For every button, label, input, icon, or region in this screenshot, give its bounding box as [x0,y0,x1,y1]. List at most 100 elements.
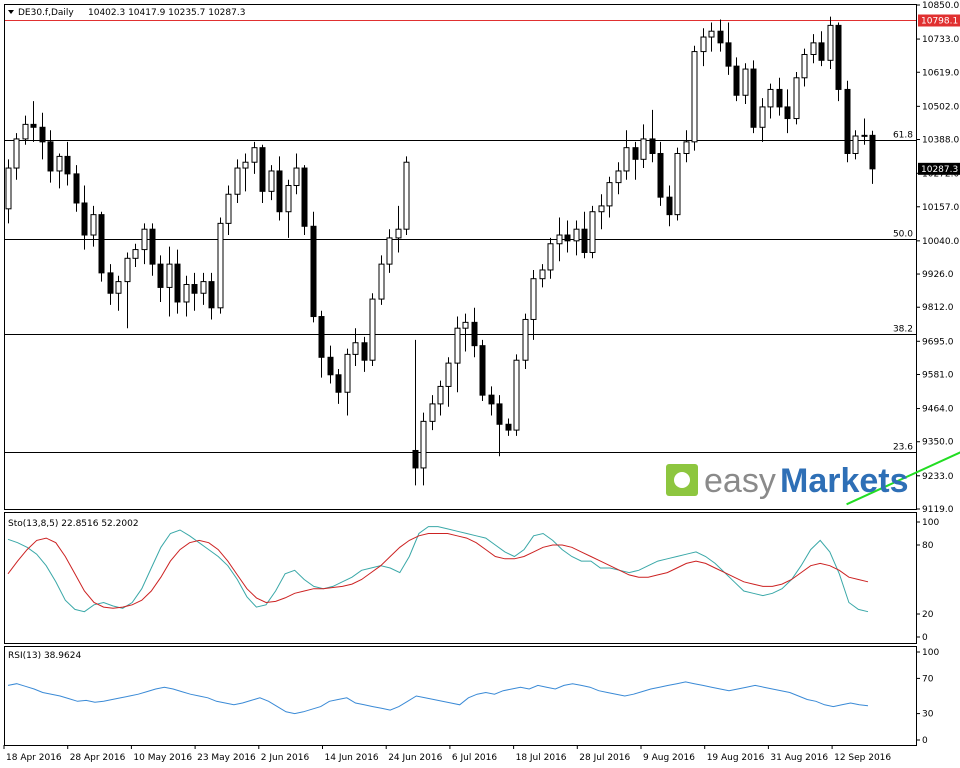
candle[interactable] [217,217,224,314]
candle[interactable] [589,205,596,259]
candle[interactable] [403,156,410,236]
candle[interactable] [869,130,876,184]
candle[interactable] [513,354,520,436]
candle[interactable] [835,22,842,102]
candle[interactable] [657,141,664,206]
candle[interactable] [844,80,851,163]
candle[interactable] [445,357,452,407]
candle[interactable] [530,269,537,340]
candle[interactable] [174,249,181,314]
candle[interactable] [327,345,334,384]
candle[interactable] [454,316,461,393]
candle[interactable] [251,141,258,174]
candle[interactable] [556,217,563,262]
candle[interactable] [352,328,359,367]
candle[interactable] [115,275,122,311]
candle[interactable] [810,34,817,64]
candle[interactable] [39,112,46,160]
candle[interactable] [793,71,800,125]
candle[interactable] [522,313,529,369]
candle[interactable] [547,237,554,279]
candle[interactable] [301,165,308,236]
candle[interactable] [395,205,402,253]
candle[interactable] [285,179,292,238]
candle[interactable] [30,101,37,142]
candle[interactable] [573,220,580,256]
candle[interactable] [191,272,198,311]
candle[interactable] [437,380,444,416]
candle[interactable] [767,83,774,119]
candle[interactable] [81,185,88,250]
candle[interactable] [183,275,190,317]
candle[interactable] [598,194,605,230]
candle[interactable] [505,418,512,436]
candle[interactable] [310,211,317,323]
candle[interactable] [386,229,393,273]
candle[interactable] [784,89,791,134]
trendline[interactable] [846,5,960,506]
candle[interactable] [861,118,868,145]
candle[interactable] [234,159,241,203]
candle[interactable] [378,255,385,305]
candle[interactable] [750,60,757,134]
candle[interactable] [708,22,715,52]
candle[interactable] [259,144,266,203]
candle[interactable] [852,130,859,160]
candle[interactable] [157,255,164,302]
candle[interactable] [166,246,173,317]
candle[interactable] [56,153,63,189]
candle[interactable] [691,45,698,151]
candle[interactable] [141,223,148,265]
candle[interactable] [132,243,139,268]
candle[interactable] [776,77,783,116]
candle[interactable] [242,153,249,192]
candle[interactable] [64,141,71,186]
candle[interactable] [640,124,647,169]
candle[interactable] [801,48,808,87]
candle[interactable] [725,22,732,75]
candle[interactable] [344,348,351,416]
support-trendline[interactable] [846,5,960,506]
candle[interactable] [293,153,300,195]
candle[interactable] [700,28,707,67]
candle[interactable] [666,185,673,227]
candle[interactable] [471,307,478,358]
candle[interactable] [107,264,114,305]
candle[interactable] [429,395,436,431]
candle[interactable] [98,211,105,282]
candle[interactable] [268,165,275,201]
candle[interactable] [412,339,419,486]
candle[interactable] [276,156,283,221]
candle[interactable] [564,220,571,253]
candle[interactable] [733,57,740,102]
candle[interactable] [47,130,54,183]
candle[interactable] [225,185,232,236]
candle[interactable] [539,264,546,288]
candle[interactable] [496,395,503,457]
candle[interactable] [479,339,486,401]
candle[interactable] [649,109,656,163]
candle[interactable] [615,162,622,195]
symbol-menu-icon[interactable] [8,10,14,14]
candle[interactable] [13,133,20,180]
candle[interactable] [369,293,376,367]
candle[interactable] [200,272,207,305]
candle[interactable] [149,223,156,276]
candle[interactable] [124,252,131,329]
candle[interactable] [5,159,12,224]
candle[interactable] [318,310,325,378]
candle[interactable] [683,130,690,163]
candle[interactable] [22,115,29,145]
candle[interactable] [488,386,495,416]
candle[interactable] [335,368,342,404]
candle[interactable] [420,412,427,486]
candle[interactable] [581,211,588,259]
candle[interactable] [717,19,724,52]
candle[interactable] [623,130,630,180]
candle[interactable] [208,272,215,320]
candle[interactable] [73,165,80,212]
candle[interactable] [674,147,681,221]
candle[interactable] [759,98,766,142]
candle[interactable] [361,336,368,372]
candle[interactable] [742,63,749,104]
